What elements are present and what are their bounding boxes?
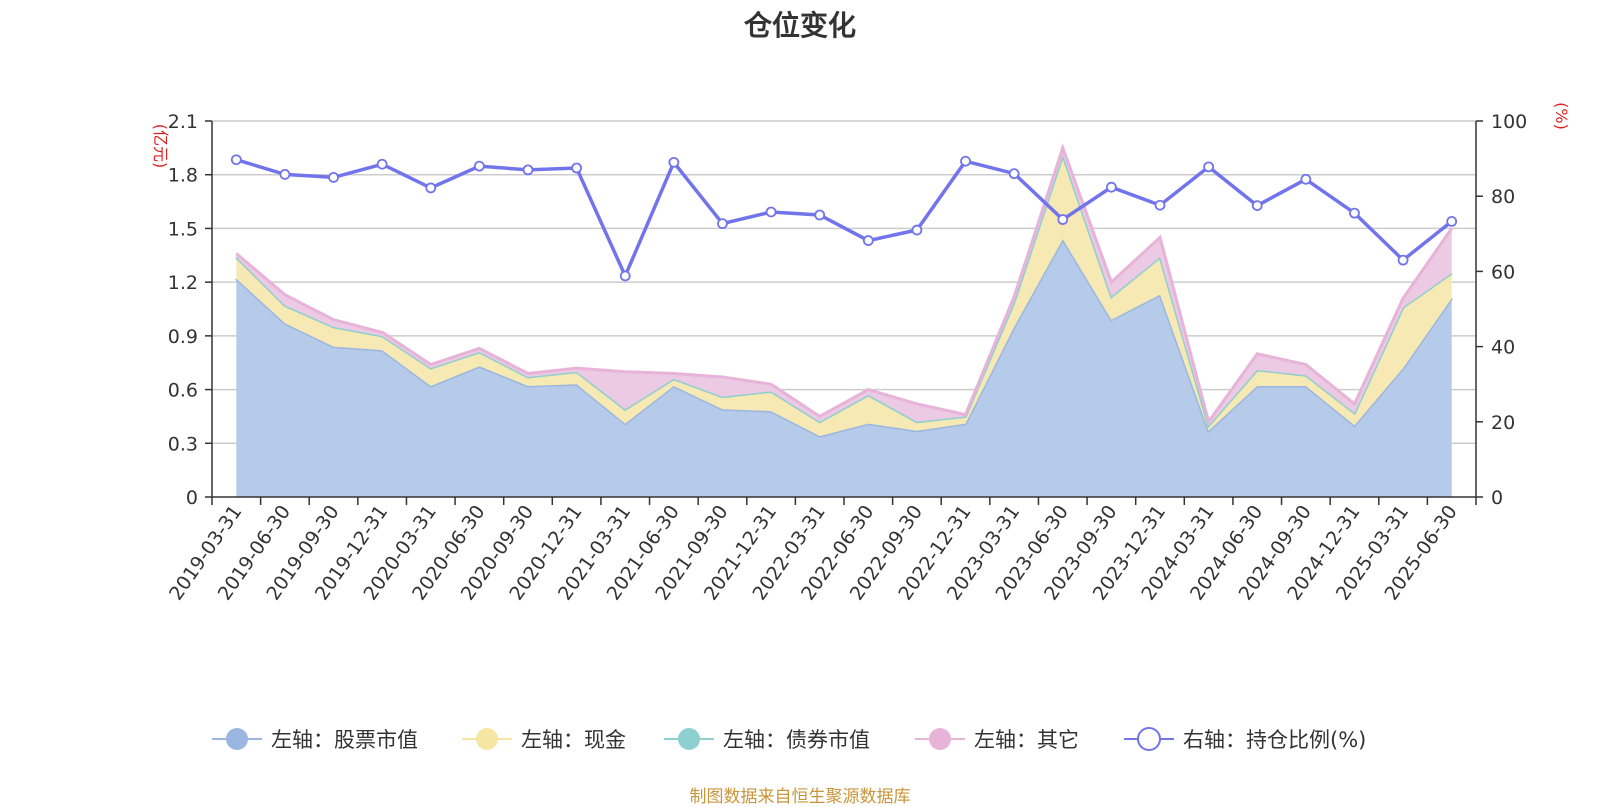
right-tick-label: 20 <box>1491 412 1515 434</box>
holding-ratio-point <box>1154 199 1166 211</box>
right-tick-label: 40 <box>1491 337 1515 359</box>
left-axis-unit: (亿元) <box>151 124 170 169</box>
holding-ratio-point <box>571 162 583 174</box>
left-tick-label: 1.8 <box>168 165 198 187</box>
holding-ratio-point <box>814 209 826 221</box>
legend-marker <box>226 728 248 750</box>
holding-ratio-point <box>862 235 874 246</box>
chart-title: 仓位变化 <box>743 9 856 42</box>
holding-ratio-point <box>1397 254 1409 266</box>
left-tick-label: 0.9 <box>168 326 198 348</box>
legend-label: 左轴：股票市值 <box>271 728 418 752</box>
holding-ratio-point <box>1008 168 1020 180</box>
holding-ratio-point <box>765 206 777 218</box>
legend-label: 左轴：现金 <box>521 728 626 752</box>
legend-label: 左轴：其它 <box>974 728 1079 752</box>
holding-ratio-point <box>279 168 291 180</box>
holding-ratio-point <box>911 224 923 236</box>
left-tick-label: 0 <box>186 487 198 509</box>
right-tick-label: 100 <box>1491 111 1527 133</box>
holding-ratio-point <box>522 164 534 176</box>
legend-marker <box>476 728 498 750</box>
holding-ratio-point <box>1349 207 1360 219</box>
right-tick-label: 0 <box>1491 487 1503 509</box>
holding-ratio-point <box>717 218 728 230</box>
left-tick-label: 0.3 <box>168 433 198 455</box>
holding-ratio-path <box>235 158 1453 281</box>
left-tick-label: 1.5 <box>168 218 198 240</box>
left-tick-label: 1.2 <box>168 272 198 294</box>
left-tick-label: 0.6 <box>168 380 198 402</box>
holding-ratio-line <box>230 154 1458 282</box>
data-source-note: 制图数据来自恒生聚源数据库 <box>689 787 911 807</box>
holding-ratio-point <box>328 171 339 183</box>
legend: 左轴：股票市值 左轴：现金 左轴：债券市值 左轴：其它 右轴：持仓比例(%) <box>212 727 1366 752</box>
legend-marker <box>678 728 700 750</box>
holding-ratio-point <box>960 155 971 167</box>
area-top-line <box>235 143 1453 426</box>
holding-ratio-point <box>473 160 485 172</box>
holding-ratio-point <box>1057 214 1069 225</box>
holding-ratio-point <box>425 182 437 194</box>
holding-ratio-point <box>376 158 388 170</box>
right-axis-unit: (%) <box>1552 102 1571 130</box>
legend-label: 右轴：持仓比例(%) <box>1183 728 1366 752</box>
holding-ratio-point <box>230 154 242 166</box>
area-9bb6e0 <box>236 239 1452 497</box>
holding-ratio-point <box>1251 200 1263 212</box>
stacked-areas <box>235 143 1453 497</box>
holding-ratio-point <box>1300 173 1312 185</box>
left-tick-label: 2.1 <box>168 111 198 133</box>
legend-label: 左轴：债券市值 <box>723 728 870 752</box>
right-tick-label: 60 <box>1491 261 1515 283</box>
holding-ratio-point <box>619 270 631 282</box>
right-tick-label: 80 <box>1491 186 1515 208</box>
holding-ratio-point <box>1105 181 1117 193</box>
legend-marker <box>1137 727 1161 751</box>
holding-ratio-point <box>1446 215 1458 227</box>
holding-ratio-point <box>1203 161 1215 173</box>
holding-ratio-point <box>668 156 680 168</box>
legend-marker <box>929 728 951 750</box>
